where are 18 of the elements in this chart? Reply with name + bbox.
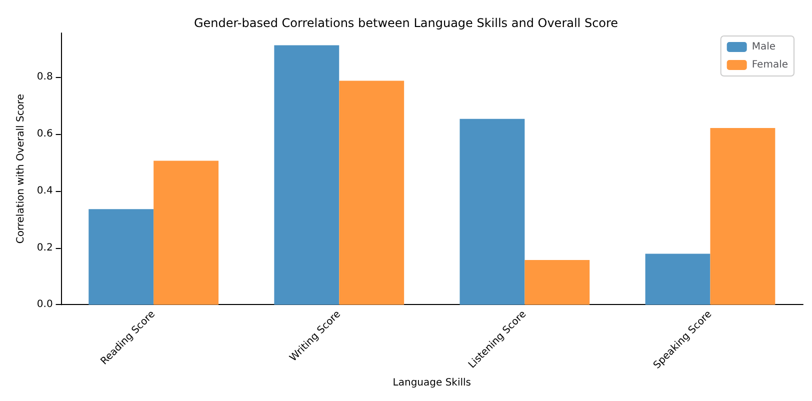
bar	[88, 209, 154, 305]
x-axis-title: Language Skills	[392, 378, 472, 388]
chart-title: Gender-based Correlations between Language Skills and Overall Score	[194, 16, 618, 30]
bar	[645, 254, 710, 305]
bar	[154, 160, 219, 305]
y-tick-label: 0.4	[36, 185, 53, 196]
bar	[274, 45, 340, 305]
bar	[524, 260, 590, 305]
y-tick-label: 0.6	[36, 128, 53, 140]
legend-label: Female	[752, 60, 788, 70]
legend-label: Male	[752, 42, 776, 52]
bar	[710, 128, 776, 305]
y-tick-label: 0.0	[36, 299, 53, 310]
y-axis-title: Correlation with Overall Score	[16, 94, 26, 244]
y-tick-label: 0.8	[36, 72, 53, 83]
bar	[460, 118, 525, 305]
bar	[339, 80, 404, 305]
y-tick-label: 0.2	[36, 242, 53, 254]
